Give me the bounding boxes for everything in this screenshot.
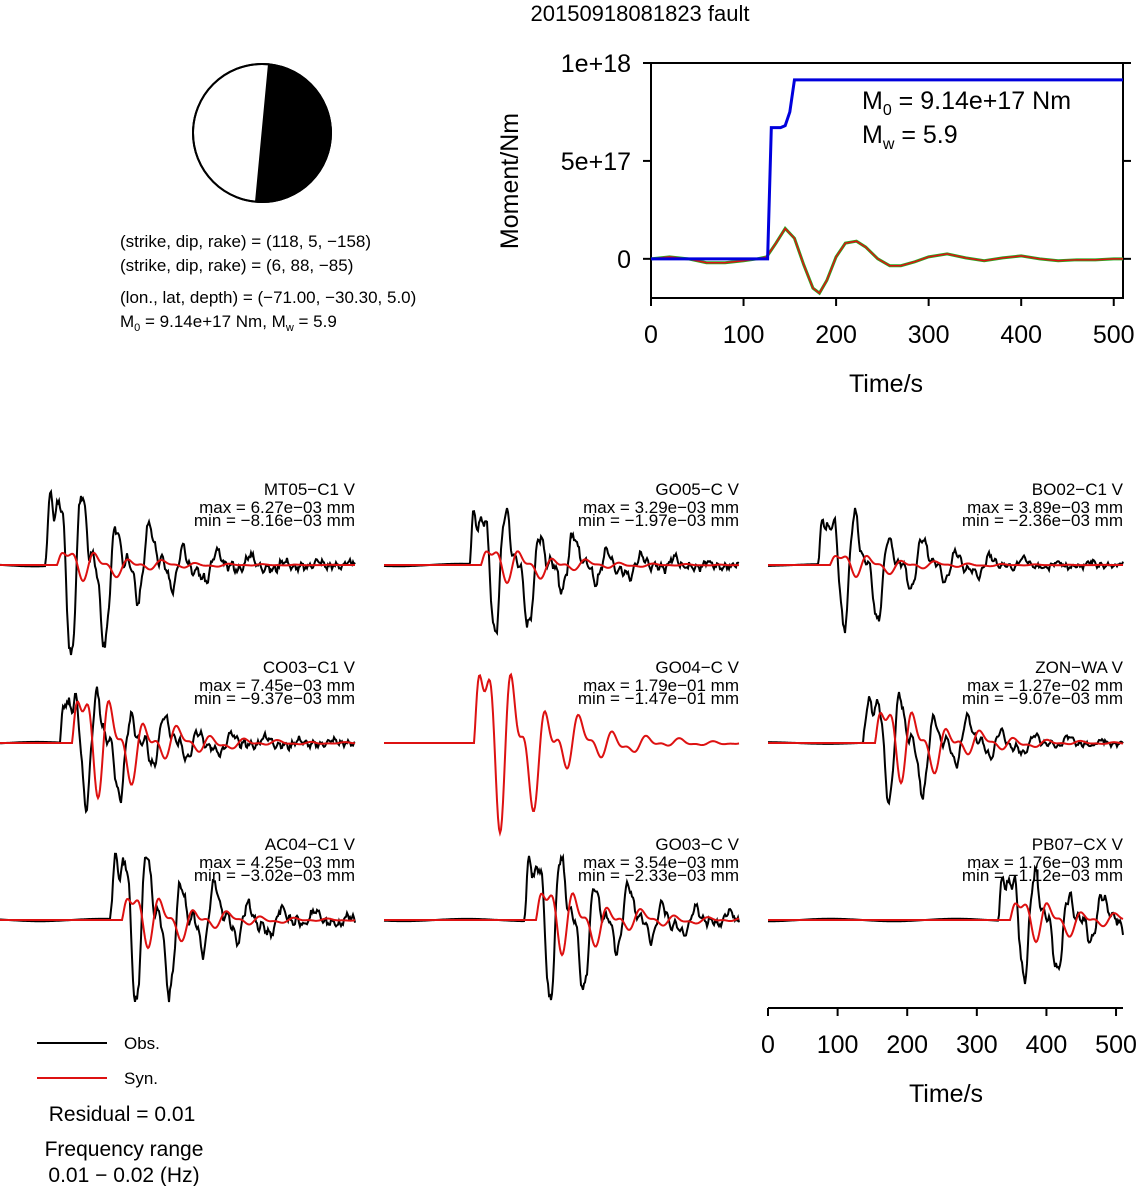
- station-min: min = −3.02e−03 mm: [194, 866, 355, 885]
- synthetic-waveform: [768, 902, 1124, 944]
- station-min: min = −1.97e−03 mm: [578, 511, 739, 530]
- moment-xtick-label: 0: [644, 321, 658, 349]
- station-label: MT05−C1 V: [264, 480, 356, 499]
- frequency-range-title: Frequency range: [45, 1138, 204, 1161]
- figure-title: 20150918081823 fault: [531, 1, 750, 26]
- moment-xlabel: Time/s: [849, 370, 923, 398]
- station-label: CO03−C1 V: [263, 658, 356, 677]
- moment-xtick-label: 100: [723, 321, 765, 349]
- moment-chart: 0 100 200 300 400 500 0 5e+17 1e+18 Moment/Nm Ti…: [496, 50, 1135, 398]
- waveform-time-axis: 0 100 200 300 400 500: [761, 1007, 1137, 1059]
- station-max: max = 3.89e−03 mm: [967, 498, 1123, 517]
- strike-dip-rake-1: (strike, dip, rake) = (118, 5, −158): [120, 232, 371, 251]
- moment-mw-annotation: Mw = 5.9: [862, 121, 958, 153]
- waveform-xtick-label: 200: [886, 1031, 928, 1059]
- station-max: max = 1.27e−02 mm: [967, 676, 1123, 695]
- moment-rate-red-line: [650, 227, 1123, 295]
- moment-magnitude-line: M0 = 9.14e+17 Nm, Mw = 5.9: [120, 312, 337, 334]
- station-min: min = −2.36e−03 mm: [962, 511, 1123, 530]
- station-max: max = 3.54e−03 mm: [583, 853, 739, 872]
- station-label: GO03−C V: [655, 835, 739, 854]
- station-min: min = −1.47e−01 mm: [578, 689, 739, 708]
- synthetic-waveform: [384, 892, 740, 957]
- waveform-xlabel: Time/s: [909, 1080, 983, 1108]
- legend-syn-label: Syn.: [124, 1069, 158, 1088]
- station-max: max = 1.79e−01 mm: [583, 676, 739, 695]
- synthetic-waveform: [384, 672, 740, 837]
- observed-waveform: [767, 691, 1124, 806]
- legend: Obs. Syn. Residual = 0.01 Frequency rang…: [37, 1034, 204, 1187]
- waveform-xtick-label: 500: [1095, 1031, 1137, 1059]
- station-min: min = −9.37e−03 mm: [194, 689, 355, 708]
- synthetic-waveform: [0, 897, 356, 950]
- mechanism-info: (strike, dip, rake) = (118, 5, −158) (st…: [120, 232, 416, 334]
- moment-xtick-label: 500: [1093, 321, 1135, 349]
- moment-ylabel: Moment/Nm: [496, 113, 524, 249]
- frequency-range-value: 0.01 − 0.02 (Hz): [48, 1164, 199, 1186]
- station-label: AC04−C1 V: [265, 835, 356, 854]
- moment-xtick-label: 300: [908, 321, 950, 349]
- moment-curve: [651, 78, 1123, 261]
- station-min: min = −2.33e−03 mm: [578, 866, 739, 885]
- observed-waveform: [767, 864, 1124, 985]
- residual-text: Residual = 0.01: [49, 1103, 196, 1126]
- synthetic-waveform: [0, 699, 356, 801]
- moment-ytick-label: 0: [617, 246, 631, 274]
- station-label: GO05−C V: [655, 480, 739, 499]
- strike-dip-rake-2: (strike, dip, rake) = (6, 88, −85): [120, 256, 353, 275]
- station-label: PB07−CX V: [1032, 835, 1124, 854]
- station-max: max = 4.25e−03 mm: [199, 853, 355, 872]
- moment-m0-annotation: M0 = 9.14e+17 Nm: [862, 87, 1071, 119]
- moment-ytick-label: 5e+17: [561, 148, 631, 176]
- station-max: max = 6.27e−03 mm: [199, 498, 355, 517]
- location-depth: (lon., lat, depth) = (−71.00, −30.30, 5.…: [120, 288, 416, 307]
- moment-xtick-label: 400: [1000, 321, 1042, 349]
- synthetic-waveform: [768, 554, 1124, 579]
- synthetic-waveform: [384, 550, 740, 585]
- station-max: max = 3.29e−03 mm: [583, 498, 739, 517]
- station-label: ZON−WA V: [1035, 658, 1123, 677]
- waveform-xtick-label: 300: [956, 1031, 998, 1059]
- waveform-xtick-label: 400: [1026, 1031, 1068, 1059]
- waveform-xtick-label: 100: [817, 1031, 859, 1059]
- observed-waveform: [0, 488, 356, 656]
- legend-obs-label: Obs.: [124, 1034, 160, 1053]
- station-min: min = −1.12e−03 mm: [962, 866, 1123, 885]
- station-max: max = 7.45e−03 mm: [199, 676, 355, 695]
- synthetic-waveform: [768, 711, 1124, 785]
- station-max: max = 1.76e−03 mm: [967, 853, 1123, 872]
- moment-plot-frame: [650, 62, 1124, 299]
- waveform-xtick-label: 0: [761, 1031, 775, 1059]
- moment-xtick-label: 200: [815, 321, 857, 349]
- synthetic-waveform: [0, 551, 356, 583]
- station-min: min = −9.07e−03 mm: [962, 689, 1123, 708]
- station-label: GO04−C V: [655, 658, 739, 677]
- station-label: BO02−C1 V: [1032, 480, 1124, 499]
- focal-mechanism-beachball: [192, 63, 332, 203]
- station-min: min = −8.16e−03 mm: [194, 511, 355, 530]
- moment-ytick-label: 1e+18: [561, 50, 631, 78]
